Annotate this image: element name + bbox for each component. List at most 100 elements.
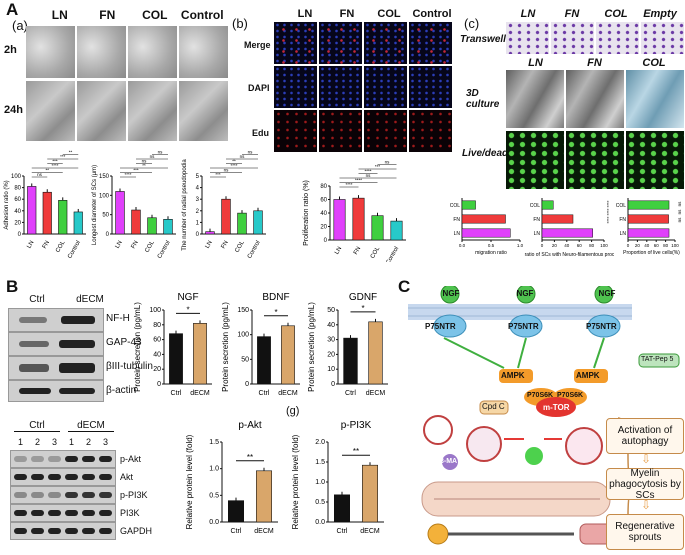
y-tick-label: COL — [530, 203, 541, 209]
lane-number: 2 — [34, 437, 40, 447]
bar — [147, 217, 157, 235]
y-tick-label: 60 — [320, 198, 327, 204]
blot-strip — [8, 308, 104, 332]
x-tick-label: dECM — [254, 528, 274, 535]
blot-band — [31, 492, 44, 498]
x-tick-label: dECM — [190, 390, 210, 397]
migration-ratio-chart: 0.0 0.5 1.0 COL FN LN migration ratio — [450, 198, 524, 256]
bar — [115, 191, 125, 235]
col-label: COL — [604, 8, 628, 20]
y-tick-label: 20 — [153, 366, 161, 373]
mtor-node — [536, 397, 576, 417]
col-label: Empty — [643, 8, 677, 20]
y-tick-label: 5 — [196, 174, 200, 180]
y-tick-label: 80 — [153, 322, 161, 329]
y-tick-label: 3 — [196, 197, 200, 203]
bar — [227, 500, 244, 523]
x-tick-label: 0.5 — [488, 243, 495, 248]
significance-label: * — [186, 305, 189, 314]
bar — [205, 231, 215, 235]
bar — [221, 198, 231, 235]
significance-label: **** — [345, 182, 352, 187]
y-tick-label: 1 — [196, 220, 200, 226]
panel-b-column-headers: LN FN COL Control — [284, 8, 454, 20]
significance-label: *** — [215, 172, 221, 177]
bar — [343, 337, 358, 385]
bar — [281, 325, 295, 385]
y-axis-label: Protein secretion (pg/mL) — [221, 302, 230, 392]
x-axis-label: The ratio of SCs with Neuro-filamentous … — [524, 252, 614, 258]
x-tick-label: 0 — [541, 243, 544, 248]
chart-title: GDNF — [349, 292, 377, 303]
panel-b-label: B — [6, 277, 19, 296]
blot-label: βIII-tubulin — [106, 361, 153, 372]
significance-label: ** — [247, 453, 253, 462]
col-label: COL — [377, 8, 401, 20]
panel-c-column-headers: LN FN COL Empty — [506, 8, 682, 20]
y-axis-label: Relative protein level (fold) — [185, 434, 194, 529]
x-tick-label: FN — [131, 240, 140, 250]
bar — [368, 321, 383, 385]
blot-band — [99, 474, 112, 480]
x-tick-label: FN — [353, 246, 362, 256]
down-arrow: ⇩ — [641, 498, 652, 512]
gdnf-chart: 0 10 20 30 40 50 Ctrl dECM GDNF Protein secretion… — [307, 292, 388, 397]
micrograph — [364, 110, 407, 152]
p70-label: P70S6K — [557, 392, 584, 399]
y-tick-label: 40 — [153, 351, 161, 358]
micrograph — [77, 81, 126, 141]
wb-lane-numbers: 1 2 3 1 2 3 — [12, 437, 116, 447]
micrograph — [506, 70, 564, 128]
col-label: LN — [528, 57, 543, 69]
x-tick-label: COL — [144, 239, 156, 253]
blot-band — [99, 510, 112, 516]
y-tick-label: 0 — [18, 232, 22, 238]
significance-label: **** — [606, 216, 611, 223]
blot-strip — [8, 356, 104, 380]
3ma-label: 3-MA — [440, 458, 458, 465]
x-tick-label: COL — [234, 239, 246, 253]
significance-label: ** — [45, 168, 49, 173]
ngf-label: NGF — [516, 289, 534, 298]
micrograph — [274, 22, 317, 64]
bar — [163, 219, 173, 235]
tat-pep5-label: TAT-Pep 5 — [641, 356, 674, 363]
ampk-label: AMPK — [576, 371, 600, 380]
x-tick-label: Ctrl — [345, 390, 356, 397]
group-label: dECM — [76, 294, 104, 305]
y-tick-label: 0.5 — [209, 492, 219, 499]
significance-label: ** — [232, 159, 236, 164]
ngf-label: NGF — [598, 289, 616, 298]
y-tick-label: LN — [534, 231, 541, 237]
y-tick-label: 40 — [327, 322, 335, 329]
col-label: COL — [142, 8, 168, 22]
phagophore — [423, 415, 453, 445]
x-tick-label: 20 — [552, 243, 558, 248]
x-tick-label: 0.0 — [459, 243, 466, 248]
col-label: FN — [587, 57, 602, 69]
x-tick-label: FN — [42, 240, 51, 250]
cpdc-node — [479, 400, 509, 415]
chart-title: p-PI3K — [341, 420, 372, 431]
blot-strip — [10, 522, 116, 540]
receptor-label: P75NTR — [508, 322, 539, 331]
subpanel-g-label: (g) — [286, 405, 300, 417]
significance-label: *** — [133, 168, 139, 173]
blot-band — [65, 474, 78, 480]
bar — [352, 197, 365, 241]
group-label: Ctrl — [14, 420, 60, 432]
row-label-24h: 24h — [4, 104, 23, 116]
live-dead-row — [506, 131, 684, 189]
y-tick-label: 60 — [153, 337, 161, 344]
x-tick-label: Control — [157, 240, 172, 260]
blot-label: p-PI3K — [120, 490, 148, 500]
micrograph — [409, 66, 452, 108]
row-label-live-dead: Live/dead — [462, 148, 509, 159]
x-tick-label: LN — [334, 246, 343, 256]
row-label-edu: Edu — [252, 128, 269, 138]
micrograph — [77, 26, 126, 78]
micrograph — [179, 81, 228, 141]
micrograph — [626, 70, 684, 128]
blot-band — [82, 528, 95, 534]
row-label-2h: 2h — [4, 44, 17, 56]
